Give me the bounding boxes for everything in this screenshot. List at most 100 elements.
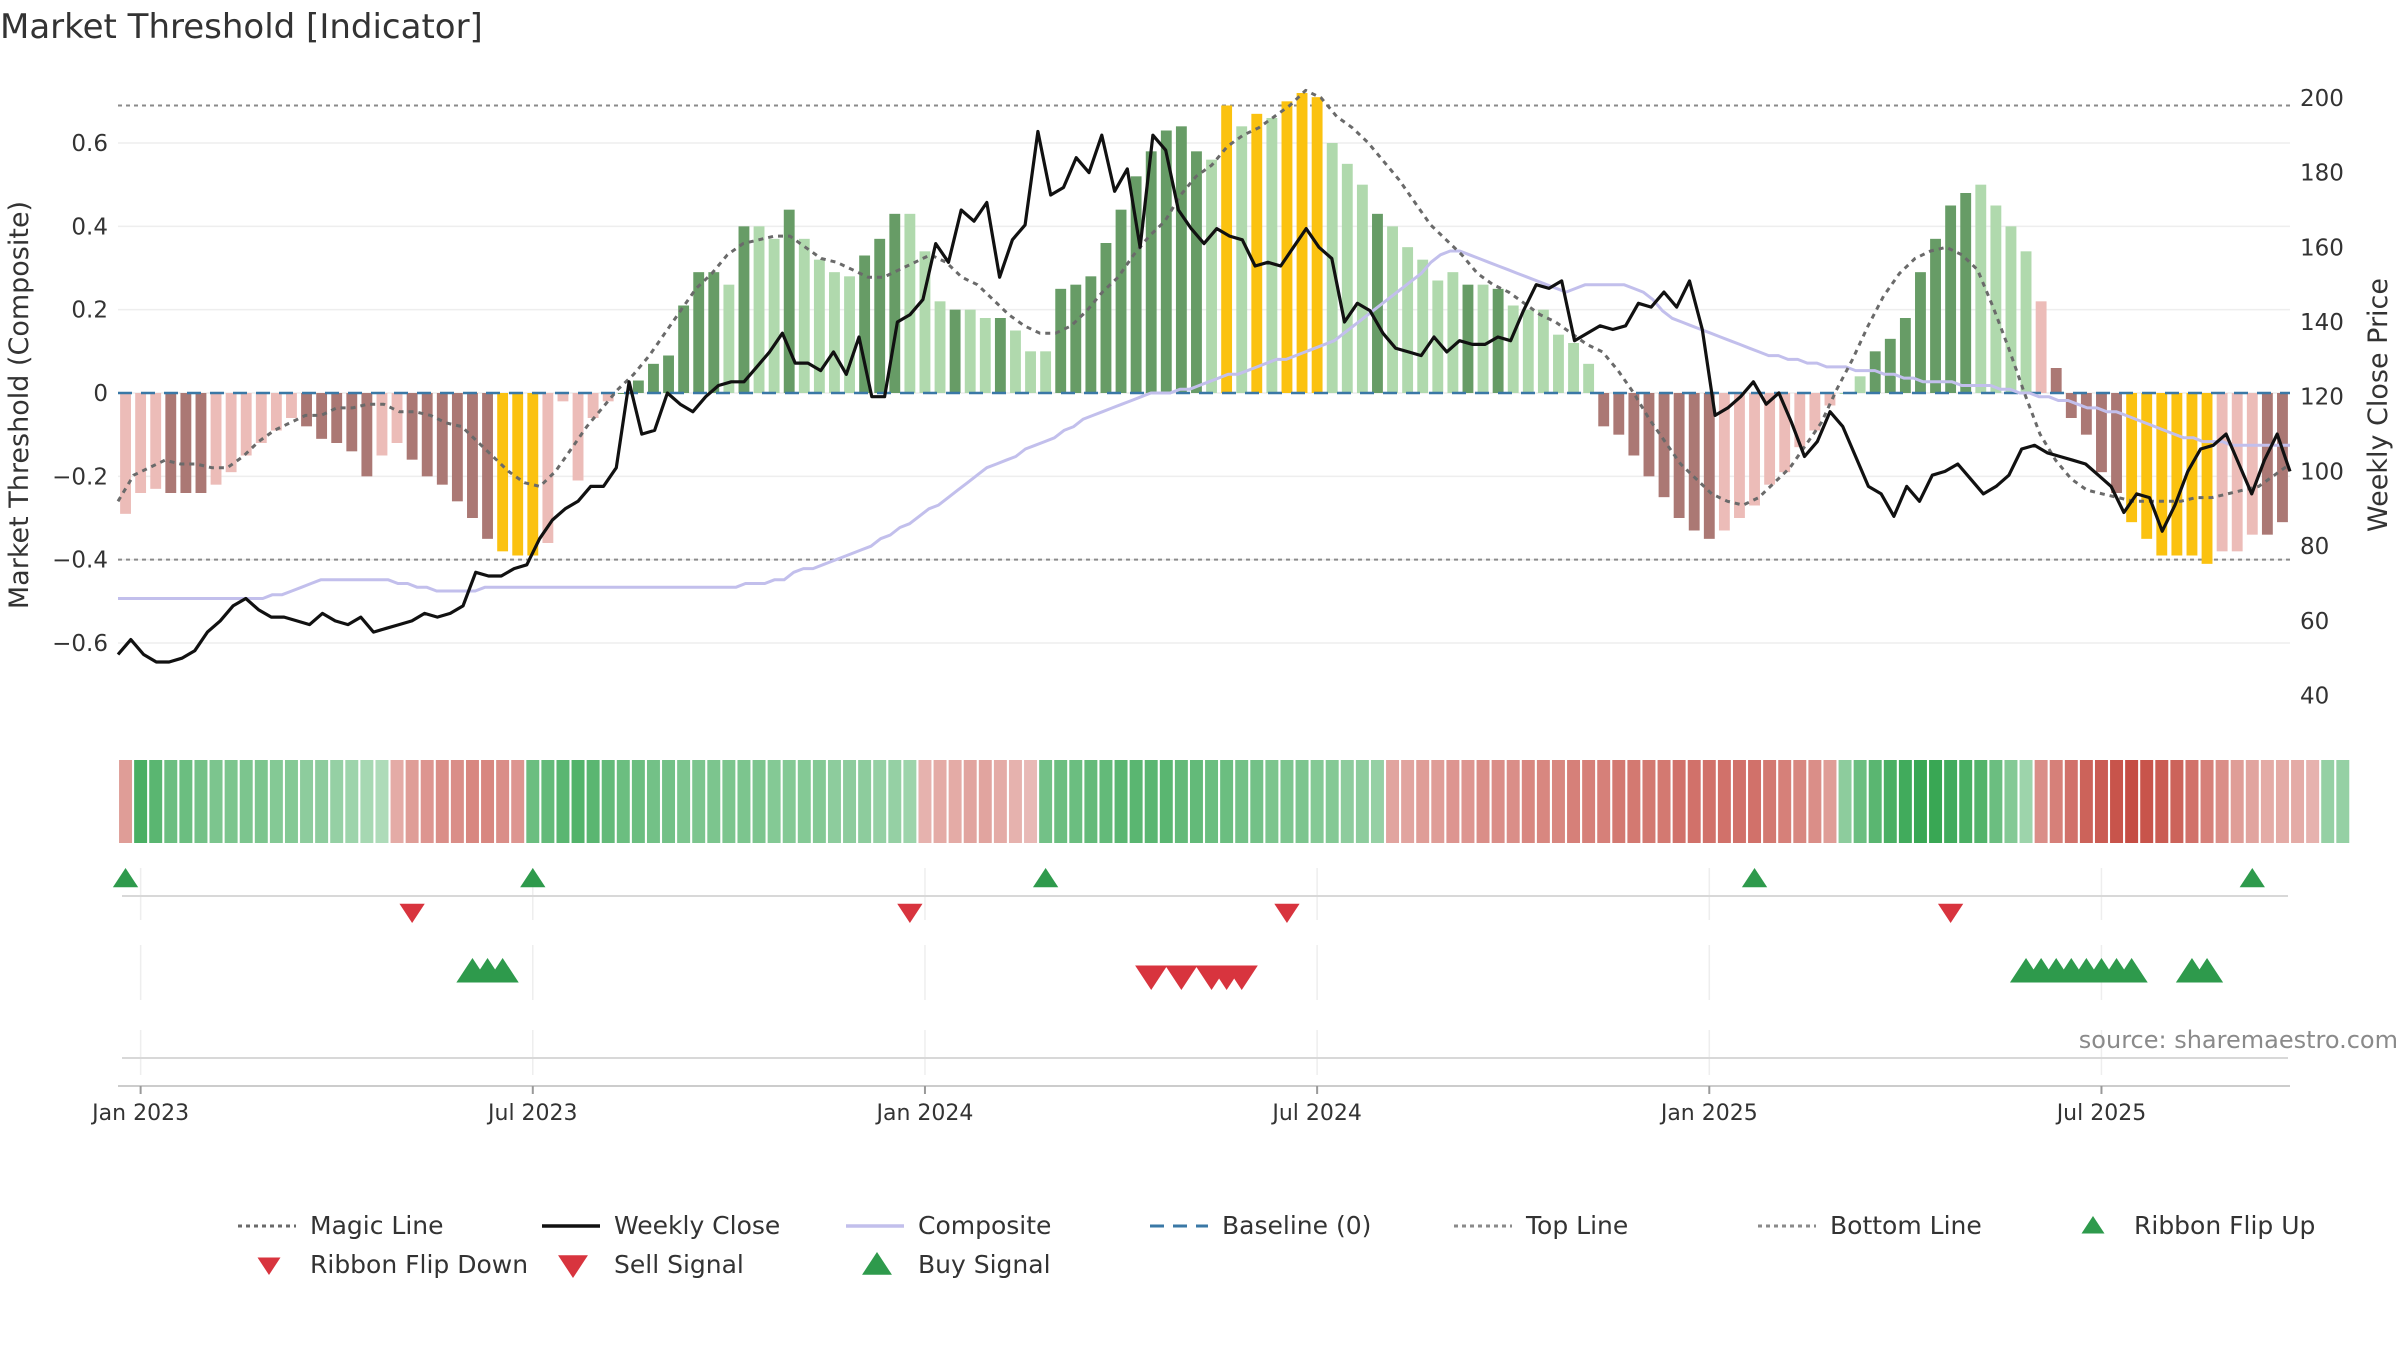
- ribbon-cell: [194, 760, 208, 843]
- composite-bar: [783, 209, 795, 393]
- ribbon-cell: [1929, 760, 1943, 843]
- composite-bar: [1613, 393, 1625, 435]
- composite-bar: [1718, 393, 1730, 531]
- y2-tick-label: 80: [2300, 534, 2329, 560]
- ribbon-cell: [1642, 760, 1656, 843]
- buy-signal-marker: [486, 958, 519, 983]
- ribbon-cell: [375, 760, 389, 843]
- legend-item: Sell Signal: [558, 1250, 744, 1279]
- y-tick-label: −0.2: [52, 464, 108, 490]
- composite-bar: [376, 393, 388, 456]
- composite-bar: [2156, 393, 2168, 556]
- composite-bar: [1462, 284, 1474, 393]
- y-tick-label: 0.6: [71, 131, 108, 157]
- ribbon-cell: [1159, 760, 1173, 843]
- ribbon-cell: [1702, 760, 1716, 843]
- ribbon-cell: [631, 760, 645, 843]
- composite-bar: [617, 393, 629, 394]
- composite-bar: [2096, 393, 2107, 473]
- composite-bar: [1779, 393, 1791, 473]
- ribbon-cell: [1024, 760, 1038, 843]
- ribbon-cell: [1054, 760, 1068, 843]
- composite-bar: [497, 393, 509, 552]
- buy-signal-marker: [2115, 958, 2148, 983]
- ribbon-cell: [1597, 760, 1611, 843]
- ribbon-flip-up-marker: [1741, 868, 1768, 888]
- ribbon-cell: [1536, 760, 1550, 843]
- composite-bar: [2201, 393, 2213, 564]
- ribbon-cell: [1401, 760, 1415, 843]
- y-tick-label: −0.4: [52, 548, 108, 574]
- composite-bar: [1477, 284, 1489, 393]
- composite-bar: [798, 238, 810, 393]
- legend-swatch: [2081, 1216, 2105, 1234]
- ribbon-cell: [134, 760, 148, 843]
- composite-bar: [1341, 163, 1353, 393]
- composite-bar: [602, 393, 614, 402]
- ribbon-cell: [1612, 760, 1626, 843]
- ribbon-cell: [209, 760, 223, 843]
- ribbon-cell: [1280, 760, 1294, 843]
- y2-tick-label: 140: [2300, 310, 2344, 336]
- composite-bar: [225, 393, 237, 473]
- composite-bar: [1990, 205, 2002, 393]
- sell-signal-marker: [1165, 965, 1198, 990]
- ribbon-cell: [1189, 760, 1203, 843]
- ribbon-cell: [737, 760, 751, 843]
- composite-bar: [150, 393, 162, 489]
- composite-bar: [1130, 176, 1142, 393]
- ribbon-cell: [843, 760, 857, 843]
- composite-bar: [723, 284, 735, 393]
- ribbon-cell: [1913, 760, 1927, 843]
- composite-bar: [1899, 318, 1911, 393]
- ribbon-cell: [677, 760, 691, 843]
- composite-bar: [1854, 376, 1866, 393]
- composite-bar: [210, 393, 222, 485]
- magic-line: [116, 88, 2291, 507]
- composite-bar: [1281, 101, 1293, 393]
- composite-bar: [1356, 184, 1368, 393]
- legend-label: Magic Line: [310, 1211, 444, 1240]
- ribbon-cell: [164, 760, 178, 843]
- ribbon-cell: [300, 760, 314, 843]
- sell-signal-marker: [1225, 965, 1258, 990]
- ribbon-cell: [1763, 760, 1777, 843]
- composite-bar: [270, 393, 282, 431]
- ribbon-cell: [149, 760, 163, 843]
- x-tick-label: Jul 2024: [1270, 1101, 1362, 1126]
- ribbon-cell: [2125, 760, 2139, 843]
- ribbon-cell: [993, 760, 1007, 843]
- ribbon-cell: [1174, 760, 1188, 843]
- legend-label: Weekly Close: [614, 1211, 780, 1240]
- composite-bar: [1975, 184, 1987, 393]
- composite-bar: [1583, 363, 1595, 393]
- composite-bar: [286, 393, 297, 418]
- ribbon-cell: [2004, 760, 2018, 843]
- ribbon-cell: [254, 760, 268, 843]
- y2-tick-label: 40: [2300, 684, 2329, 710]
- weekly-close-line: [116, 129, 2292, 664]
- legend-label: Top Line: [1525, 1211, 1628, 1240]
- ribbon-cell: [1265, 760, 1279, 843]
- composite-bar: [1191, 151, 1202, 393]
- composite-bar: [467, 393, 478, 518]
- legend-item: Baseline (0): [1150, 1211, 1371, 1240]
- ribbon-cell: [1898, 760, 1912, 843]
- ribbon-cell: [1084, 760, 1098, 843]
- ribbon-cell: [1416, 760, 1430, 843]
- ribbon-cell: [601, 760, 615, 843]
- composite-bar: [889, 213, 901, 393]
- composite-bar: [135, 393, 147, 493]
- ribbon-cell: [390, 760, 404, 843]
- composite-bar: [949, 309, 961, 393]
- composite-bar: [768, 238, 780, 393]
- ribbon-cell: [933, 760, 947, 843]
- ribbon-cell: [1205, 760, 1219, 843]
- ribbon-cell: [2155, 760, 2169, 843]
- ribbon-cell: [2215, 760, 2229, 843]
- ribbon-cell: [2110, 760, 2124, 843]
- legend-label: Baseline (0): [1222, 1211, 1371, 1240]
- ribbon-cell: [722, 760, 736, 843]
- composite-bar: [1296, 93, 1308, 393]
- ribbon-cell: [2170, 760, 2184, 843]
